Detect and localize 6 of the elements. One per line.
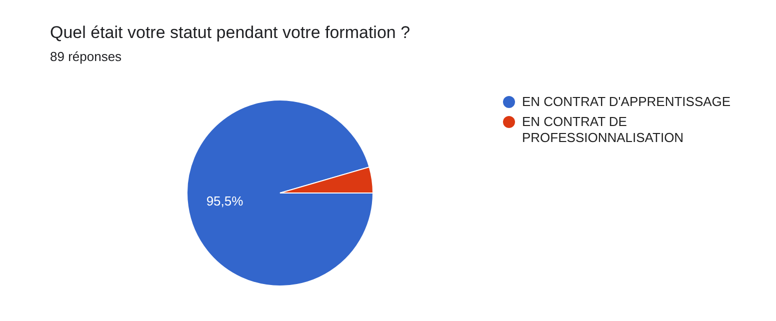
- chart-subtitle: 89 réponses: [50, 49, 122, 64]
- legend-label: EN CONTRAT D'APPRENTISSAGE: [522, 94, 731, 110]
- data-label: 95,5%: [206, 193, 244, 208]
- chart-title: Quel était votre statut pendant votre formation ?: [50, 23, 410, 43]
- pie-slice: [186, 100, 374, 286]
- legend-label: EN CONTRAT DE PROFESSIONNALISATION: [522, 114, 685, 146]
